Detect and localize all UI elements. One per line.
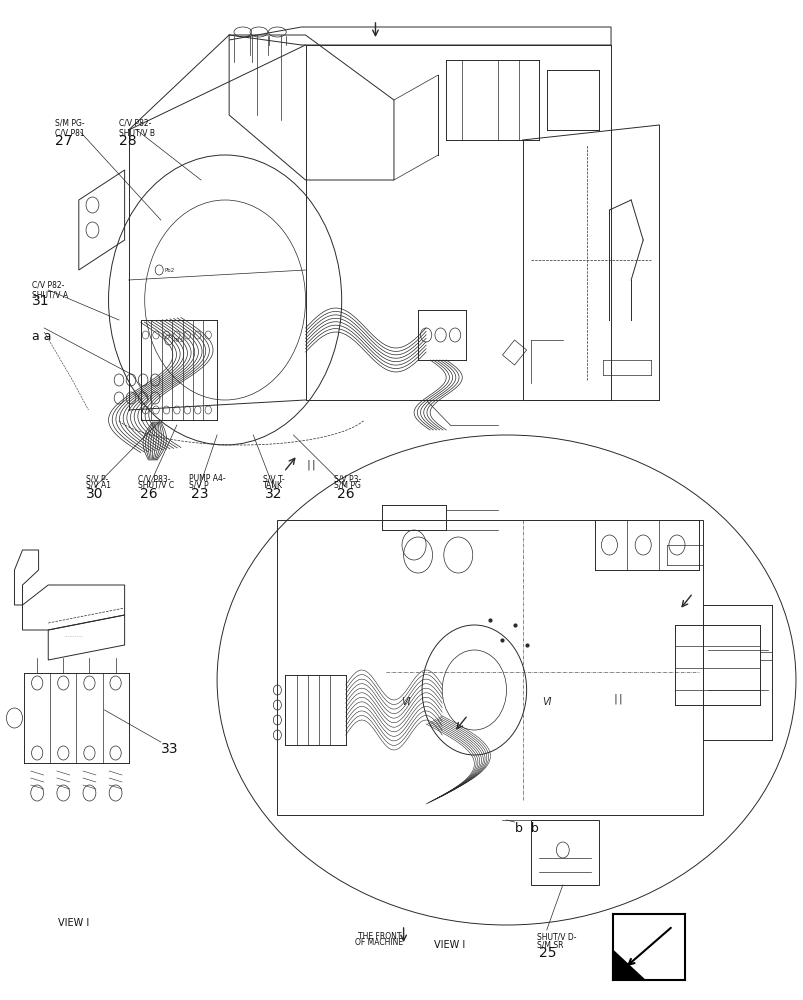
Polygon shape [612,950,644,980]
Text: Pa3: Pa3 [173,338,183,342]
Text: S/V A1: S/V A1 [86,481,111,490]
Text: ||: || [305,460,317,470]
Text: 23: 23 [190,487,208,501]
Text: C/V P83-: C/V P83- [138,474,170,483]
Text: S/M PG: S/M PG [333,481,360,490]
Text: a a: a a [32,330,51,343]
Text: 26: 26 [140,487,157,501]
Text: 33: 33 [161,742,178,756]
Text: VI: VI [401,697,410,707]
Text: S/V T-: S/V T- [263,474,284,483]
Text: SHUT/V D-: SHUT/V D- [536,933,576,942]
Bar [277,520,703,815]
Text: S/V P3-: S/V P3- [333,474,361,483]
Text: THE FRONT: THE FRONT [357,932,401,941]
Text: b  b: b b [514,822,538,835]
Text: 25: 25 [538,946,556,960]
Text: C/V P82-
SHUT/V B: C/V P82- SHUT/V B [119,118,155,137]
Text: S/V P: S/V P [189,481,208,490]
Text: VIEW I: VIEW I [434,940,465,950]
Text: 28: 28 [119,134,137,148]
Text: 30: 30 [86,487,104,501]
Text: VI: VI [541,697,551,707]
Text: S/M SR: S/M SR [536,940,563,949]
Text: S/M PG-
C/V P81: S/M PG- C/V P81 [55,118,84,137]
Text: VIEW I: VIEW I [59,918,89,928]
Text: C/V P82-
SHUT/V A: C/V P82- SHUT/V A [32,280,68,299]
Text: ...........: ........... [64,633,84,638]
Text: Pb2: Pb2 [164,267,174,272]
Text: TANK: TANK [263,481,283,490]
Text: 32: 32 [264,487,282,501]
Bar [530,820,598,885]
Text: SHUT/V C: SHUT/V C [138,481,174,490]
Text: 31: 31 [32,294,50,308]
Text: 27: 27 [55,134,72,148]
Text: ||: || [612,694,624,704]
Text: PUMP A4-: PUMP A4- [189,474,226,483]
Text: OF MACHINE: OF MACHINE [355,938,403,947]
Text: 26: 26 [336,487,354,501]
Text: S/V P-: S/V P- [86,474,108,483]
